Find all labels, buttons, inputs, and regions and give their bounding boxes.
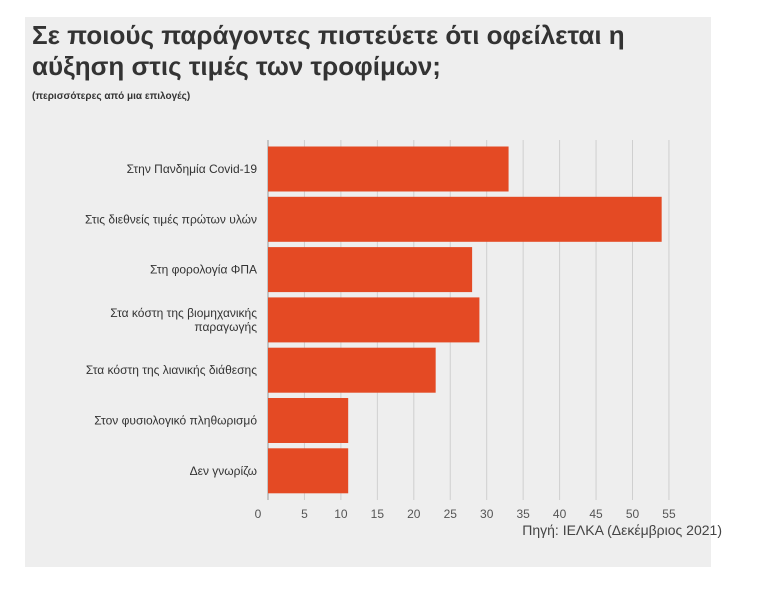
- x-tick-label: 5: [301, 507, 308, 521]
- x-tick-label: 10: [334, 507, 348, 521]
- x-tick-label: 30: [480, 507, 494, 521]
- bar: [268, 247, 473, 293]
- x-tick-label: 0: [255, 507, 262, 521]
- category-label: Στον φυσιολογικό πληθωρισμό: [94, 414, 257, 428]
- category-label: Δεν γνωρίζω: [190, 464, 257, 478]
- category-label: Στην Πανδημία Covid-19: [127, 162, 258, 176]
- bar: [268, 146, 509, 192]
- x-tick-label: 15: [371, 507, 385, 521]
- chart-title: Σε ποιούς παράγοντες πιστεύετε ότι οφείλ…: [32, 20, 625, 81]
- x-tick-label: 35: [516, 507, 530, 521]
- category-label-line: Στα κόστη της βιομηχανικής: [110, 306, 257, 320]
- x-tick-label: 50: [626, 507, 640, 521]
- category-label: Στα κόστη της λιανικής διάθεσης: [86, 363, 257, 377]
- x-tick-label: 25: [444, 507, 458, 521]
- bar: [268, 398, 349, 443]
- category-label-line: Στην Πανδημία Covid-19: [127, 162, 258, 176]
- category-label-line: Στον φυσιολογικό πληθωρισμό: [94, 414, 257, 428]
- category-label: Στη φορολογία ΦΠΑ: [150, 263, 257, 277]
- bar: [268, 196, 662, 242]
- bar: [268, 297, 480, 343]
- category-label-line: Στα κόστη της λιανικής διάθεσης: [86, 363, 257, 377]
- x-tick-label: 40: [553, 507, 567, 521]
- bar: [268, 448, 349, 494]
- x-tick-label: 45: [589, 507, 603, 521]
- category-label-line: παραγωγής: [194, 320, 257, 334]
- x-tick-labels: 0 5 10 15 20 25 30 35 40 45 50 55: [255, 507, 676, 521]
- category-label: Στα κόστη της βιομηχανικής παραγωγής: [110, 306, 257, 334]
- category-label-line: Στη φορολογία ΦΠΑ: [150, 263, 257, 277]
- x-tick-label: 55: [662, 507, 676, 521]
- chart-subtitle: (περισσότερες από μια επιλογές): [32, 91, 191, 102]
- bars: [268, 146, 662, 494]
- category-label-line: Δεν γνωρίζω: [190, 464, 257, 478]
- category-label-line: Στις διεθνείς τιμές πρώτων υλών: [85, 212, 257, 226]
- category-label: Στις διεθνείς τιμές πρώτων υλών: [85, 212, 257, 226]
- source-note: Πηγή: ΙΕΛΚΑ (Δεκέμβριος 2021): [522, 522, 722, 538]
- category-labels: Στην Πανδημία Covid-19 Στις διεθνείς τιμέ…: [85, 162, 257, 478]
- x-tick-label: 20: [407, 507, 421, 521]
- bar: [268, 347, 436, 393]
